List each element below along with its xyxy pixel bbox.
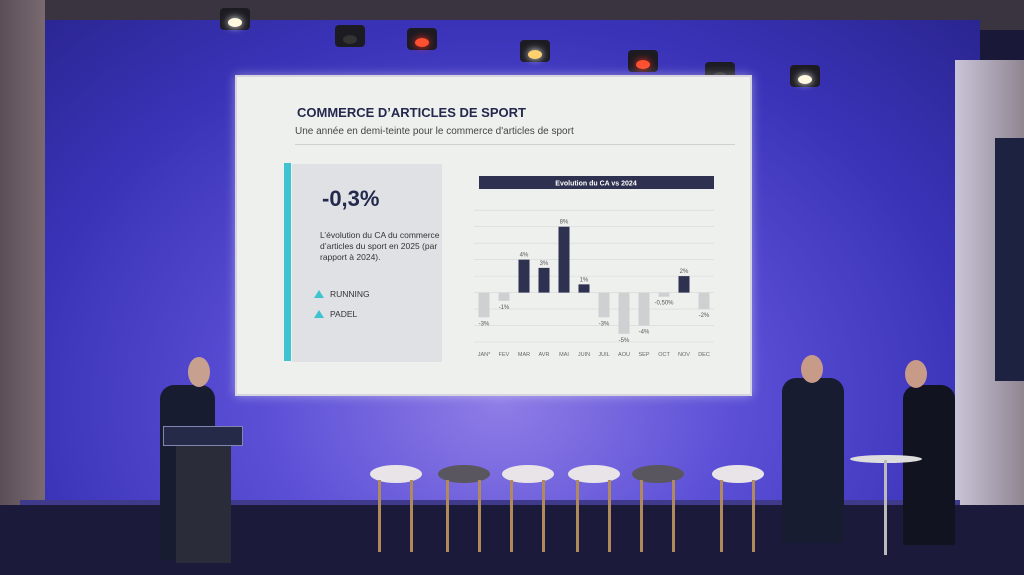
panelist-head [801,355,823,383]
kpi-description: L’évolution du CA du commerce d’articles… [320,230,440,262]
stool-leg [378,480,381,552]
data-label: 3% [540,261,549,267]
tag-label: PADEL [330,309,358,319]
kpi-accent-bar [284,163,291,361]
x-tick-label: MAI [559,352,569,358]
spotlight-icon [628,50,658,72]
lectern-sign [163,426,243,446]
projected-slide: COMMERCE D’ARTICLES DE SPORT Une année e… [235,75,752,396]
panelist [782,378,844,543]
stool-leg [752,480,755,552]
x-tick-label: MAR [518,352,530,358]
bar-juil [598,292,610,318]
stool [370,465,422,483]
triangle-up-icon [314,290,324,298]
bar-oct [658,292,670,297]
kpi-card: -0,3% L’évolution du CA du commerce d’ar… [292,164,442,362]
stool-leg [576,480,579,552]
spotlight-icon [407,28,437,50]
x-tick-label: JAN* [478,352,491,358]
bar-fev [498,292,510,301]
bar-avr [538,267,550,293]
tag-running: RUNNING [314,289,370,299]
speaker-head [188,357,210,387]
stool-leg [446,480,449,552]
panelist-head [905,360,927,388]
left-pillar [0,0,45,575]
x-tick-label: JUIL [598,352,609,358]
data-label: -3% [479,321,490,327]
bar-dec [698,292,710,310]
spotlight-icon [220,8,250,30]
x-tick-label: NOV [678,352,690,358]
side-screen [995,138,1024,381]
x-tick-label: SEP [638,352,649,358]
tag-padel: PADEL [314,309,357,319]
slide-subtitle: Une année en demi-teinte pour le commerc… [295,126,574,137]
stool-leg [640,480,643,552]
data-label: 8% [560,220,569,226]
bar-sep [638,292,650,326]
slide-title: COMMERCE D’ARTICLES DE SPORT [297,105,526,120]
spotlight-icon [790,65,820,87]
x-tick-label: DEC [698,352,710,358]
stool-leg [410,480,413,552]
bar-aou [618,292,630,334]
data-label: -4% [639,330,650,336]
stool-leg [608,480,611,552]
stool [632,465,684,483]
data-label: -1% [499,305,510,311]
x-tick-label: OCT [658,352,670,358]
data-label: -3% [599,321,610,327]
chart-title: Evolution du CA vs 2024 [555,181,637,188]
x-tick-label: AOU [618,352,630,358]
stool-leg [720,480,723,552]
kpi-value: -0,3% [322,186,380,211]
spotlight-icon [520,40,550,62]
x-tick-label: JUIN [578,352,590,358]
panelist [903,385,955,545]
lectern [176,428,231,563]
tag-label: RUNNING [330,289,370,299]
data-label: -0,50% [654,301,674,307]
stool [568,465,620,483]
chart-title-bg [479,176,714,189]
bar-jan [478,292,490,318]
data-label: 1% [580,277,589,283]
data-label: 2% [680,269,689,275]
stool-leg [478,480,481,552]
data-label: -5% [619,338,630,344]
stool [502,465,554,483]
stool [438,465,490,483]
stool-leg [510,480,513,552]
bar-mai [558,226,570,293]
stool-leg [672,480,675,552]
spotlight-icon [335,25,365,47]
x-tick-label: AVR [539,352,550,358]
table-leg [884,460,887,555]
stool [712,465,764,483]
bar-chart: Evolution du CA vs 2024 -3% JAN* -1% FEV 4% M… [474,176,714,358]
data-label: -2% [699,313,710,319]
high-table [850,455,922,463]
divider [295,144,735,145]
bar-nov [678,276,690,293]
triangle-up-icon [314,310,324,318]
bar-mar [518,259,530,293]
data-label: 4% [520,253,529,259]
bar-juin [578,284,590,293]
x-tick-label: FEV [499,352,510,358]
stool-leg [542,480,545,552]
